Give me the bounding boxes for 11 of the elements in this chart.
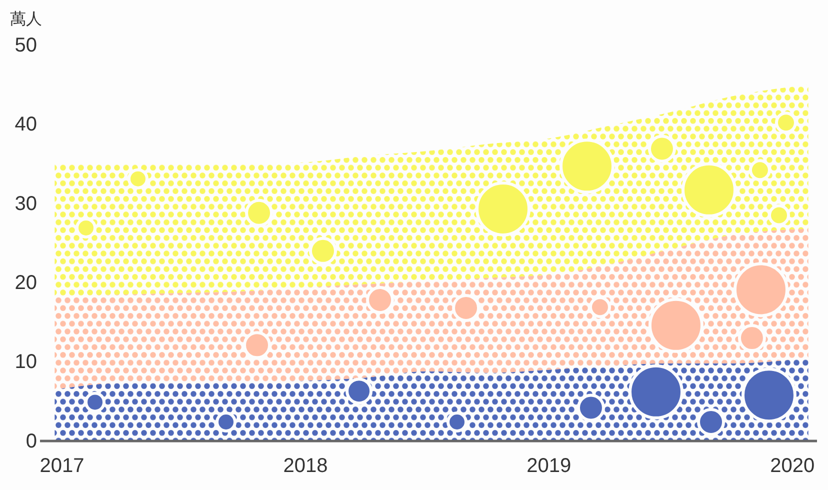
y-tick-label: 30	[14, 192, 37, 215]
x-tick-label: 2020	[770, 455, 815, 478]
x-tick-label: 2019	[526, 455, 572, 478]
y-tick-label: 40	[14, 114, 37, 136]
y-tick-label: 0	[26, 430, 37, 452]
y-axis-title: 萬人	[10, 10, 42, 28]
y-tick-label: 20	[14, 272, 37, 294]
x-tick-label: 2017	[40, 455, 84, 478]
x-tick-label: 2018	[283, 455, 328, 478]
y-tick-label: 50	[14, 34, 37, 56]
y-tick-label: 10	[14, 351, 37, 374]
